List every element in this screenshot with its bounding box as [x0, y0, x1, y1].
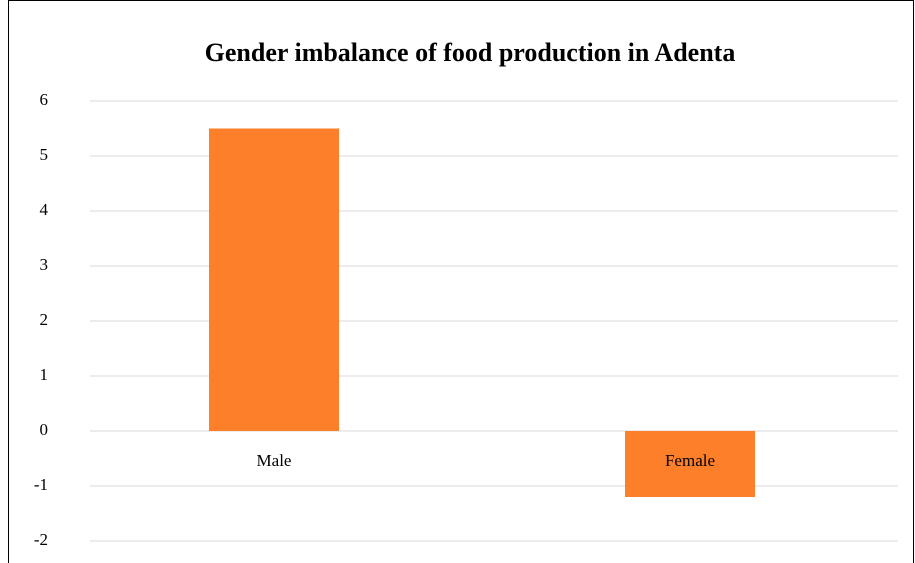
chart-frame	[8, 0, 914, 563]
y-tick-label: 1	[40, 365, 49, 384]
bar	[625, 431, 755, 497]
x-tick-label: Female	[665, 451, 715, 470]
y-tick-label: 6	[40, 90, 49, 109]
y-tick-label: 5	[40, 145, 49, 164]
y-tick-label: 0	[40, 420, 49, 439]
x-tick-label: Male	[257, 451, 292, 470]
chart-title: Gender imbalance of food production in A…	[205, 38, 736, 67]
y-tick-label: 3	[40, 255, 49, 274]
y-tick-label: 4	[40, 200, 49, 219]
y-tick-label: -2	[34, 530, 48, 549]
y-tick-label: 2	[40, 310, 49, 329]
bar	[209, 128, 339, 431]
y-tick-label: -1	[34, 475, 48, 494]
